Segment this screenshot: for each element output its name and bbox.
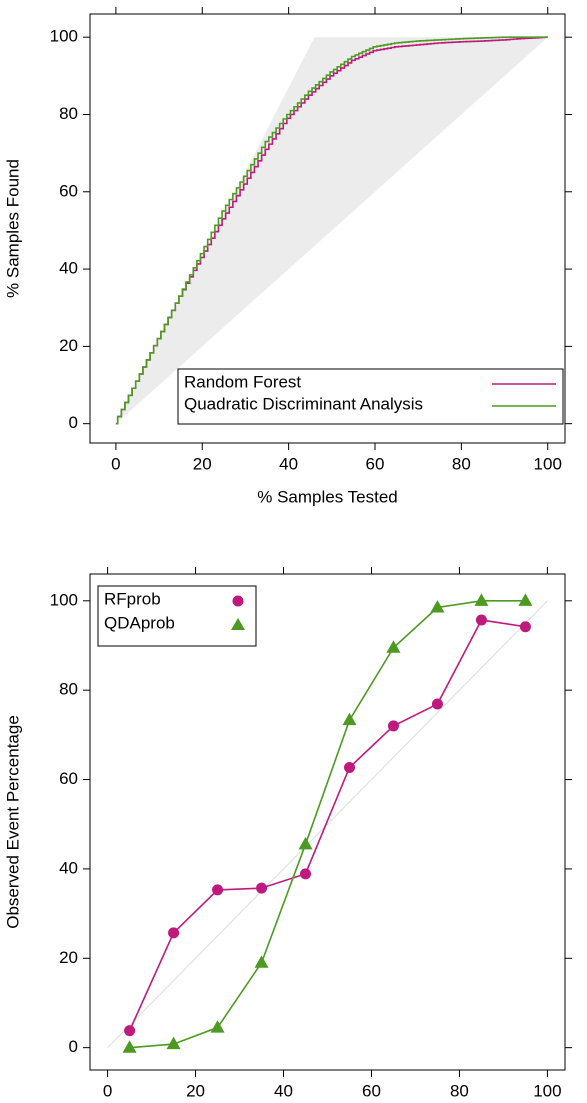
chart-panel-2: 020406080100020406080100Bin MidpointObse… [3, 567, 572, 1100]
y-tick-label: 40 [59, 259, 78, 278]
data-point-RFprob [168, 927, 180, 939]
y-axis-label: % Samples Found [3, 159, 22, 298]
data-point-QDAprob [430, 600, 445, 613]
y-tick-label: 60 [59, 769, 78, 788]
data-point-RFprob [300, 868, 312, 880]
y-tick-label: 40 [59, 858, 78, 877]
series-line-1 [128, 619, 526, 1032]
legend-label: Random Forest [184, 372, 301, 391]
y-tick-label: 80 [59, 104, 78, 123]
x-tick-label: 0 [111, 454, 120, 473]
x-tick-label: 60 [366, 454, 385, 473]
x-tick-label: 40 [274, 1081, 293, 1098]
legend-marker [231, 618, 245, 630]
x-tick-label: 100 [533, 1081, 561, 1098]
data-point-RFprob [212, 884, 224, 896]
data-point-RFprob [343, 761, 355, 773]
data-point-RFprob [431, 698, 443, 710]
legend-label: RFprob [104, 589, 161, 608]
legend: Random Forest Quadratic Discriminant Anal… [177, 368, 564, 425]
plot-frame [89, 573, 566, 1071]
data-point-RFprob [256, 882, 268, 894]
chart-panel-1: 0 20 40 60 80 100 0 20 40 60 80 100 % Samples Tested… [3, 7, 572, 506]
y-tick-label: 100 [50, 590, 78, 609]
legend-label: QDAprob [104, 613, 175, 632]
data-point-RFprob [124, 1025, 136, 1037]
reference-diagonal [107, 600, 548, 1049]
legend: RFprob QDAprob [97, 585, 257, 647]
legend-box [177, 368, 564, 425]
y-tick-label: 60 [59, 181, 78, 200]
y-tick-label: 0 [69, 413, 78, 432]
x-tick-label: 80 [450, 1081, 469, 1098]
legend-label: Quadratic Discriminant Analysis [184, 394, 423, 413]
x-tick-label: 20 [186, 1081, 205, 1098]
data-point-QDAprob [254, 955, 269, 968]
y-tick-label: 20 [59, 948, 78, 967]
x-tick-label: 20 [193, 454, 212, 473]
x-axis-label: % Samples Tested [257, 487, 397, 506]
data-point-QDAprob [474, 593, 489, 606]
y-tick-label: 0 [69, 1037, 78, 1056]
legend-box [97, 585, 257, 647]
data-point-QDAprob [518, 593, 533, 606]
x-tick-label: 100 [534, 454, 562, 473]
y-tick-label: 100 [50, 27, 78, 46]
series-line-1 [115, 36, 548, 425]
data-point-QDAprob [342, 712, 357, 726]
data-point-QDAprob [298, 836, 313, 850]
y-tick-label: 80 [59, 680, 78, 699]
y-axis-label: Observed Event Percentage [3, 715, 22, 929]
data-point-QDAprob [122, 1040, 137, 1053]
x-tick-label: 0 [103, 1081, 112, 1098]
data-point-RFprob [519, 621, 531, 633]
data-point-RFprob [387, 720, 399, 732]
series-line-2 [115, 36, 548, 425]
data-point-QDAprob [210, 1020, 225, 1033]
data-point-QDAprob [386, 640, 401, 653]
data-point-QDAprob [166, 1036, 181, 1050]
shaded-region [115, 37, 548, 424]
x-tick-label: 40 [279, 454, 298, 473]
series-line-2 [129, 600, 526, 1049]
y-tick-label: 20 [59, 336, 78, 355]
x-tick-label: 80 [452, 454, 471, 473]
data-point-RFprob [475, 614, 487, 626]
x-tick-label: 60 [362, 1081, 381, 1098]
plot-frame [89, 13, 566, 444]
legend-marker [232, 595, 244, 607]
